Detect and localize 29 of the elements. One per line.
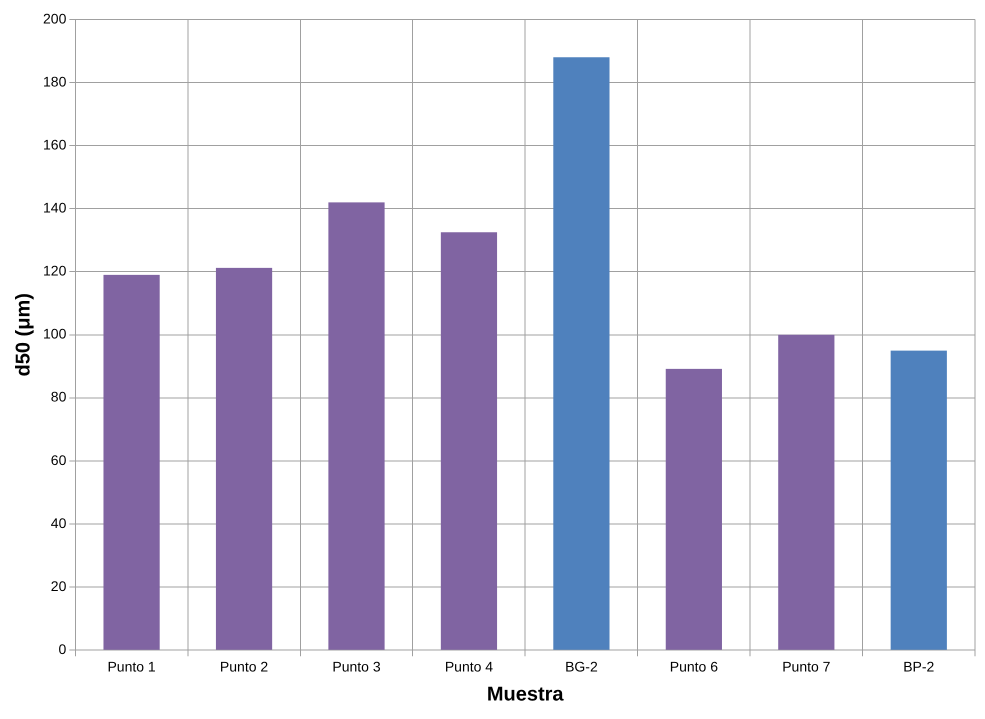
- y-tick-label: 200: [43, 10, 67, 26]
- x-tick-label: Punto 6: [670, 658, 718, 674]
- bar: [778, 334, 834, 650]
- y-tick-label: 120: [43, 262, 67, 279]
- bar: [553, 57, 610, 650]
- y-tick-label: 100: [43, 326, 67, 342]
- x-tick-label: Punto 4: [444, 658, 494, 674]
- x-tick-label: BP-2: [903, 658, 935, 674]
- x-axis-title: Muestra: [486, 684, 564, 706]
- bar: [216, 268, 272, 650]
- x-tick-label: Punto 7: [782, 658, 831, 674]
- x-tick-label: Punto 3: [332, 658, 381, 674]
- x-tick-label: Punto 1: [107, 658, 156, 674]
- y-tick-label: 140: [43, 200, 67, 216]
- x-tick-label: BG-2: [565, 658, 598, 674]
- y-tick-label: 40: [50, 514, 67, 531]
- x-tick-label: Punto 2: [220, 658, 268, 674]
- bar: [440, 232, 498, 650]
- bar: [666, 368, 722, 650]
- y-tick-label: 60: [50, 452, 67, 468]
- y-tick-label: 180: [43, 73, 67, 90]
- y-axis-title: d50 (μm): [12, 293, 35, 376]
- y-tick-label: 80: [50, 388, 67, 405]
- y-tick-label: 20: [50, 578, 67, 594]
- bar: [103, 274, 160, 650]
- y-tick-label: 160: [43, 136, 67, 152]
- y-tick-label: 0: [58, 641, 67, 658]
- bar: [890, 350, 947, 650]
- bar: [328, 202, 385, 650]
